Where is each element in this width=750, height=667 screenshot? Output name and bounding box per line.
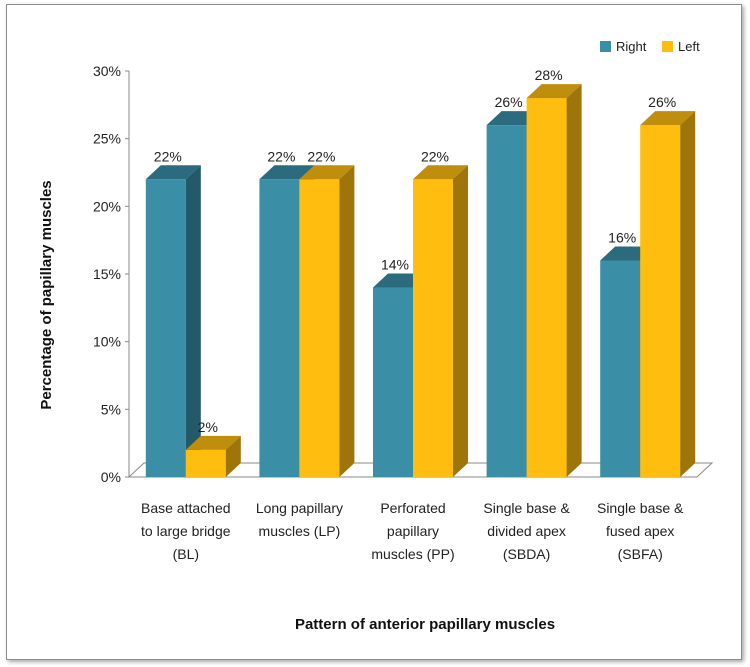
bar-top-face (299, 165, 355, 180)
category-label-line: Single base & (483, 500, 570, 516)
bar-left-2 (413, 165, 468, 477)
category-label-line: muscles (PP) (371, 546, 454, 562)
bar-front-face (486, 125, 527, 477)
bar-front-face (600, 260, 641, 477)
category-label-line: muscles (LP) (259, 523, 341, 539)
chart-frame: 0% 5% 10% 15% 20% 25% 30% 22% 2% Base attached to… (6, 4, 742, 660)
bar-side-face (339, 165, 355, 477)
bar-top-face (259, 165, 315, 180)
x-axis-title: Pattern of anterior papillary muscles (295, 616, 555, 633)
data-label-left-2: 22% (421, 148, 449, 164)
y-tick-label: 30% (93, 63, 121, 79)
bar-front-face (299, 179, 340, 477)
data-label-right-0: 22% (154, 148, 182, 164)
category-label: Perforated papillary muscles (PP) (371, 500, 454, 562)
y-tick-label: 15% (93, 266, 121, 282)
y-tick-label: 25% (93, 131, 121, 147)
legend-label-right: Right (616, 39, 647, 54)
category-label-line: Base attached (141, 500, 231, 516)
data-label-left-1: 22% (307, 148, 335, 164)
category-label-line: (SBDA) (503, 546, 550, 562)
data-label-right-3: 26% (495, 94, 523, 110)
category-label: Single base & fused apex (SBFA) (597, 500, 684, 562)
category-label-line: papillary (387, 523, 439, 539)
bar-side-face (680, 111, 696, 477)
bar-front-face (145, 179, 186, 477)
y-tick-label: 20% (93, 198, 121, 214)
data-label-left-4: 26% (648, 94, 676, 110)
papillary-muscle-chart: 0% 5% 10% 15% 20% 25% 30% 22% 2% Base attached to… (38, 39, 714, 633)
bar-top-face (185, 435, 241, 450)
category-label-line: (BL) (173, 546, 199, 562)
bar-right-0 (145, 165, 201, 477)
bar-front-face (640, 125, 681, 477)
bar-left-0 (185, 435, 241, 477)
data-label-right-4: 16% (608, 229, 636, 245)
bar-top-face (145, 165, 201, 180)
data-label-left-3: 28% (535, 67, 563, 83)
bar-side-face (566, 84, 582, 478)
legend-label-left: Left (678, 39, 700, 54)
bar-top-face (413, 165, 468, 180)
y-tick-label: 10% (93, 334, 121, 350)
y-axis-title: Percentage of papillary muscles (38, 180, 55, 409)
bar-top-face (526, 84, 582, 99)
bar-left-4 (640, 111, 696, 477)
category-label-line: (SBFA) (618, 546, 663, 562)
bar-front-face (259, 179, 300, 477)
data-label-right-1: 22% (267, 148, 295, 164)
category-label: Long papillary muscles (LP) (256, 500, 343, 539)
category-label-line: divided apex (487, 523, 566, 539)
category-label-line: Single base & (597, 500, 684, 516)
category-label-line: Long papillary (256, 500, 343, 516)
bar-top-face (640, 111, 696, 126)
legend: Right Left (600, 39, 700, 54)
data-label-right-2: 14% (381, 257, 409, 273)
y-tick-label: 0% (101, 469, 121, 485)
legend-swatch-left (662, 41, 673, 52)
bar-front-face (185, 449, 226, 477)
bar-front-face (413, 179, 453, 477)
data-label-left-0: 2% (198, 419, 218, 435)
bar-left-1 (299, 165, 355, 477)
bar-side-face (185, 165, 201, 477)
bar-front-face (526, 98, 567, 478)
y-tick-label: 5% (101, 401, 121, 417)
category-label-line: Perforated (380, 500, 445, 516)
category-label: Single base & divided apex (SBDA) (483, 500, 570, 562)
bar-left-3 (526, 84, 582, 478)
bar-front-face (373, 287, 413, 477)
category-label-line: to large bridge (141, 523, 231, 539)
category-label: Base attached to large bridge (BL) (141, 500, 231, 562)
legend-swatch-right (600, 41, 611, 52)
bar-side-face (453, 165, 468, 477)
category-label-line: fused apex (606, 523, 675, 539)
bar-side-face (225, 435, 241, 477)
